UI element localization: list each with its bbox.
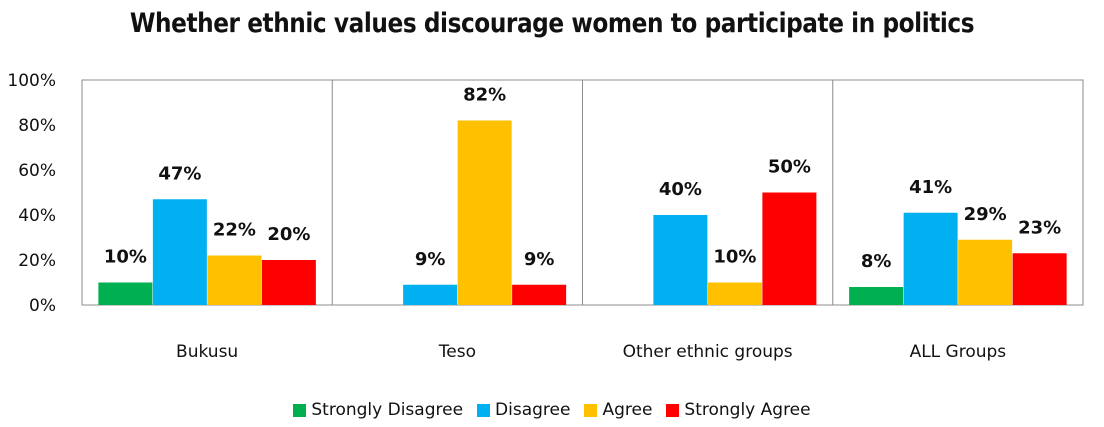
x-tick-label: Bukusu: [176, 342, 238, 362]
legend-swatch: [293, 403, 307, 417]
y-tick-label: 40%: [18, 206, 56, 226]
data-label: 10%: [713, 247, 756, 268]
bar: [261, 260, 316, 305]
y-tick-label: 60%: [18, 161, 56, 181]
bar: [152, 199, 207, 305]
chart-legend: Strongly Disagree Disagree Agree Strongly A…: [0, 400, 1104, 420]
chart-title: Whether ethnic values discourage women t…: [129, 8, 975, 39]
legend-item: Disagree: [477, 400, 570, 420]
data-label: 22%: [213, 220, 256, 241]
data-label: 23%: [1018, 217, 1061, 238]
data-label: 8%: [861, 251, 892, 272]
data-label: 47%: [158, 163, 201, 184]
x-tick-label: Other ethnic groups: [623, 342, 793, 362]
chart-plot: 0% 20% 40% 60% 80% 100% Bukusu Teso Other ethnic…: [7, 71, 1084, 362]
data-label: 40%: [659, 179, 702, 200]
data-label: 82%: [463, 85, 506, 106]
data-label: 29%: [964, 204, 1007, 225]
y-tick-label: 20%: [18, 251, 56, 271]
bar: [512, 284, 567, 305]
legend-label: Agree: [602, 400, 653, 420]
y-tick-label: 100%: [7, 71, 56, 91]
legend-item: Strongly Agree: [666, 400, 811, 420]
bar: [762, 192, 817, 305]
data-label: 50%: [768, 157, 811, 178]
x-tick-label: Teso: [438, 342, 476, 362]
bar: [707, 282, 762, 305]
bar: [207, 255, 262, 305]
legend-swatch: [477, 403, 491, 417]
bar: [849, 287, 904, 305]
bar: [1012, 253, 1067, 305]
legend-label: Disagree: [495, 400, 571, 420]
data-label: 9%: [524, 249, 555, 270]
legend-swatch: [666, 403, 680, 417]
bar: [958, 239, 1013, 305]
bar: [457, 120, 512, 305]
legend-swatch: [584, 403, 598, 417]
data-label: 20%: [267, 224, 310, 245]
data-label: 10%: [104, 247, 147, 268]
data-label: 9%: [415, 249, 446, 270]
x-tick-label: ALL Groups: [910, 342, 1007, 362]
legend-label: Strongly Disagree: [311, 400, 464, 420]
legend-label: Strongly Agree: [684, 400, 811, 420]
legend-item: Agree: [584, 400, 652, 420]
legend-item: Strongly Disagree: [293, 400, 463, 420]
bar: [403, 284, 458, 305]
bar: [98, 282, 153, 305]
y-tick-label: 80%: [18, 116, 56, 136]
bar: [653, 215, 708, 305]
data-label: 41%: [909, 177, 952, 198]
y-tick-label: 0%: [29, 296, 56, 316]
bar: [903, 212, 958, 305]
